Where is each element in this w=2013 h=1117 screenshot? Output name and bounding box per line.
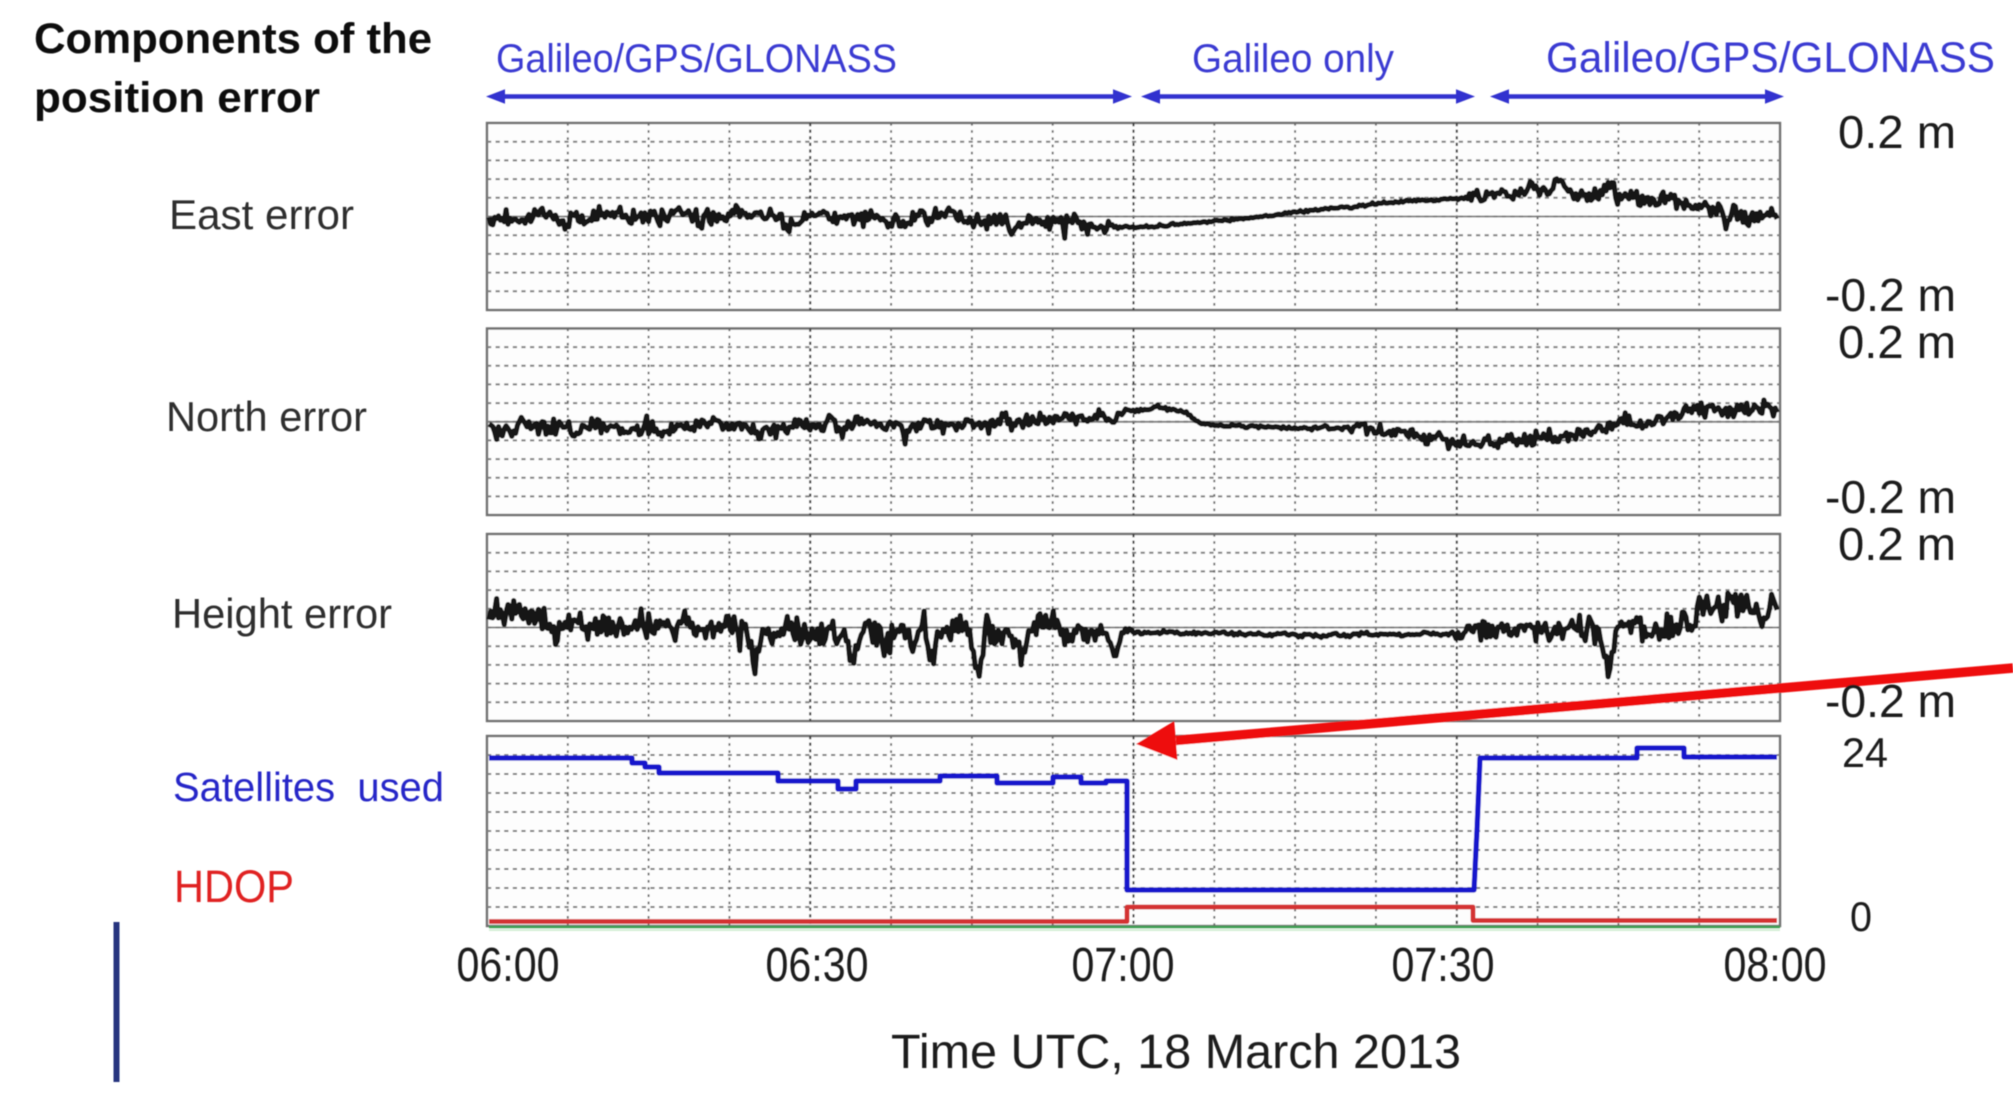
svg-text:North error: North error	[166, 393, 367, 440]
svg-text:East error: East error	[169, 191, 354, 238]
svg-text:Galileo/GPS/GLONASS: Galileo/GPS/GLONASS	[1546, 34, 1995, 82]
svg-text:Galileo only: Galileo only	[1192, 37, 1394, 81]
svg-text:-0.2 m: -0.2 m	[1825, 675, 1956, 727]
svg-text:07:00: 07:00	[1072, 939, 1175, 992]
svg-text:position error: position error	[34, 74, 320, 122]
svg-text:0: 0	[1850, 893, 1872, 940]
svg-text:Time UTC, 18 March 2013: Time UTC, 18 March 2013	[891, 1026, 1461, 1079]
svg-text:24: 24	[1842, 729, 1888, 776]
svg-text:06:00: 06:00	[457, 939, 560, 992]
svg-text:HDOP: HDOP	[174, 861, 294, 912]
svg-text:Galileo/GPS/GLONASS: Galileo/GPS/GLONASS	[496, 37, 897, 81]
svg-text:08:00: 08:00	[1724, 939, 1827, 992]
svg-text:Satellites used: Satellites used	[173, 764, 444, 810]
svg-text:0.2 m: 0.2 m	[1838, 316, 1956, 368]
svg-text:07:30: 07:30	[1392, 939, 1495, 992]
svg-text:0.2 m: 0.2 m	[1838, 106, 1956, 158]
svg-text:0.2 m: 0.2 m	[1838, 518, 1956, 570]
svg-text:06:30: 06:30	[766, 939, 869, 992]
svg-text:-0.2 m: -0.2 m	[1825, 471, 1956, 523]
svg-text:Height error: Height error	[172, 590, 392, 637]
svg-text:Components of the: Components of the	[34, 15, 432, 63]
svg-text:-0.2 m: -0.2 m	[1825, 269, 1956, 321]
